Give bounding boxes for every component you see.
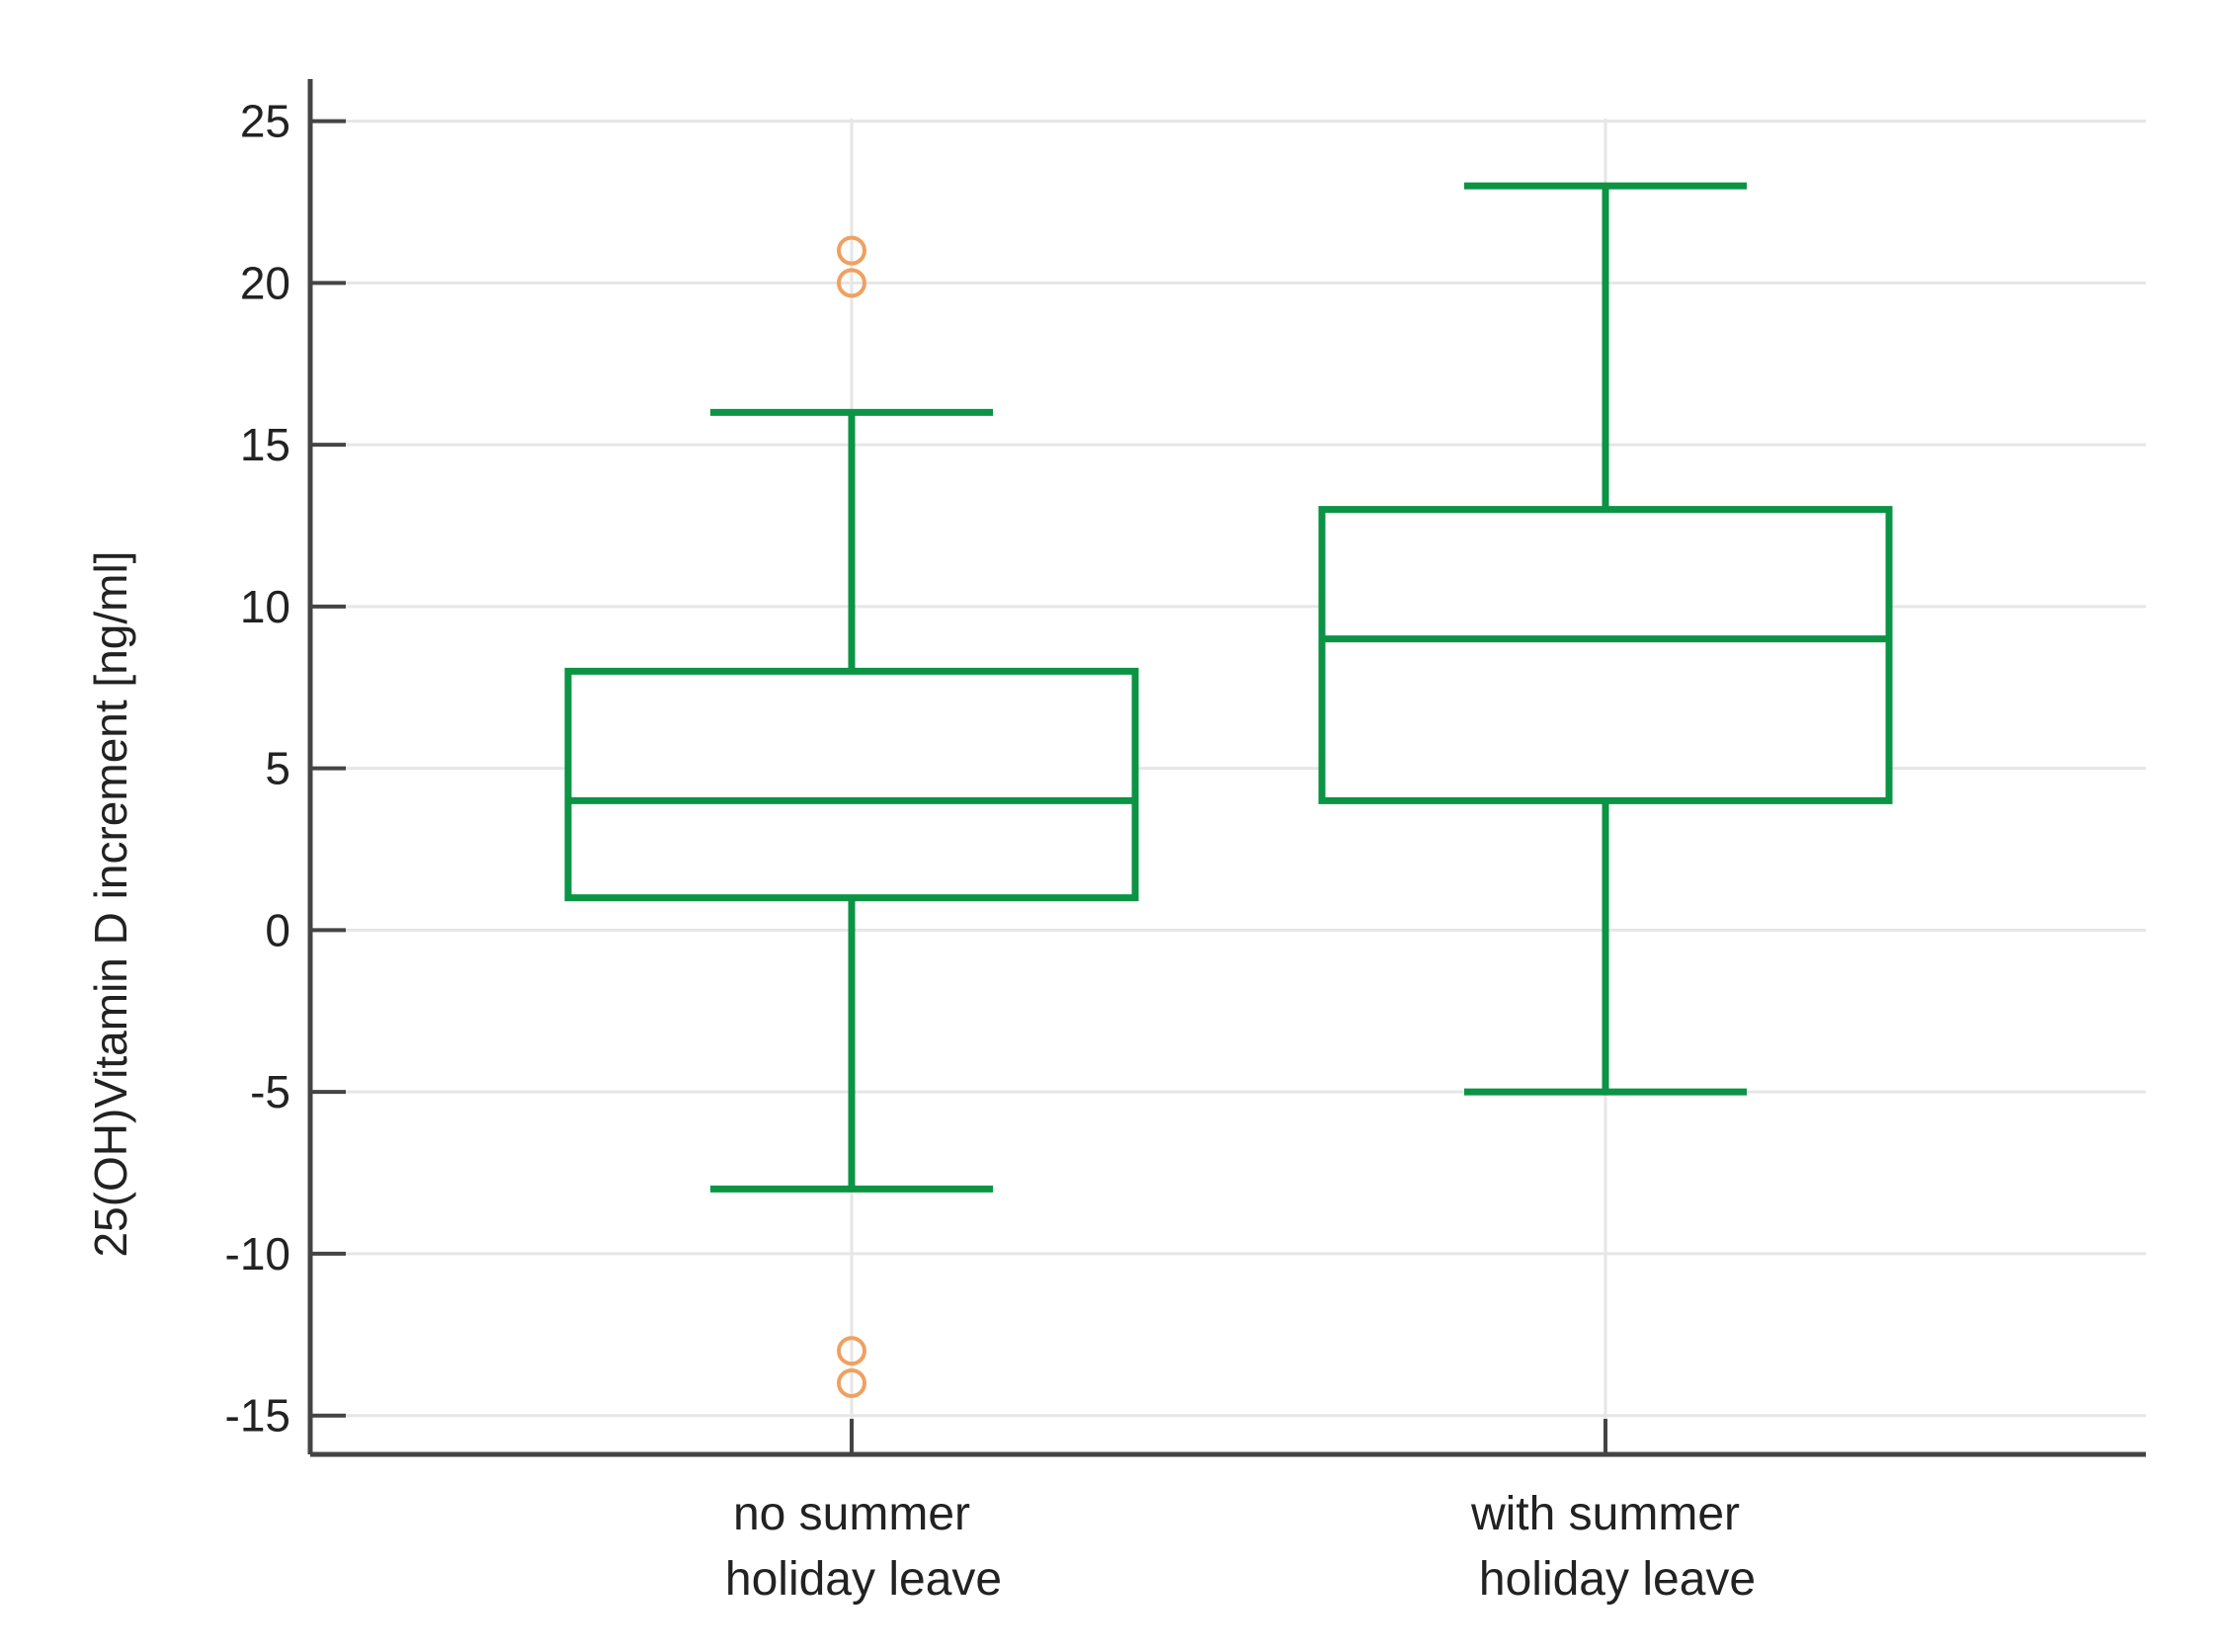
- outlier-point: [837, 1367, 866, 1398]
- x-category-label-line1: with summer: [1470, 1488, 1740, 1540]
- y-tick-label: 20: [240, 257, 290, 308]
- y-tick-label: -5: [250, 1066, 290, 1117]
- outlier-point: [837, 268, 866, 298]
- x-category-label-line2: holiday leave: [725, 1553, 1002, 1606]
- outlier-point: [837, 235, 866, 266]
- box-group: [1318, 182, 1893, 1096]
- boxes-layer: [564, 182, 1893, 1398]
- y-tick-label: -15: [225, 1390, 290, 1442]
- x-category-label-line1: no summer: [733, 1488, 970, 1540]
- y-axis-title: 25(OH)Vitamin D increment [ng/ml]: [85, 551, 136, 1258]
- y-tick-label: 10: [240, 581, 290, 632]
- y-tick-label: 15: [240, 419, 290, 470]
- outlier-point: [837, 1336, 866, 1366]
- x-category-label-line2: holiday leave: [1479, 1553, 1756, 1606]
- y-tick-label: 5: [265, 743, 290, 794]
- x-labels-layer: no summer holiday leave with summer holiday…: [725, 1488, 1756, 1606]
- y-tick-label: -10: [225, 1228, 290, 1280]
- y-ticks-layer: 25 20 15 10 5 0 -5 -10 -15: [225, 96, 346, 1442]
- iqr-box: [564, 667, 1139, 902]
- y-tick-label: 25: [240, 96, 290, 147]
- iqr-box: [1318, 506, 1893, 804]
- y-tick-label: 0: [265, 904, 290, 955]
- box-group: [564, 235, 1139, 1398]
